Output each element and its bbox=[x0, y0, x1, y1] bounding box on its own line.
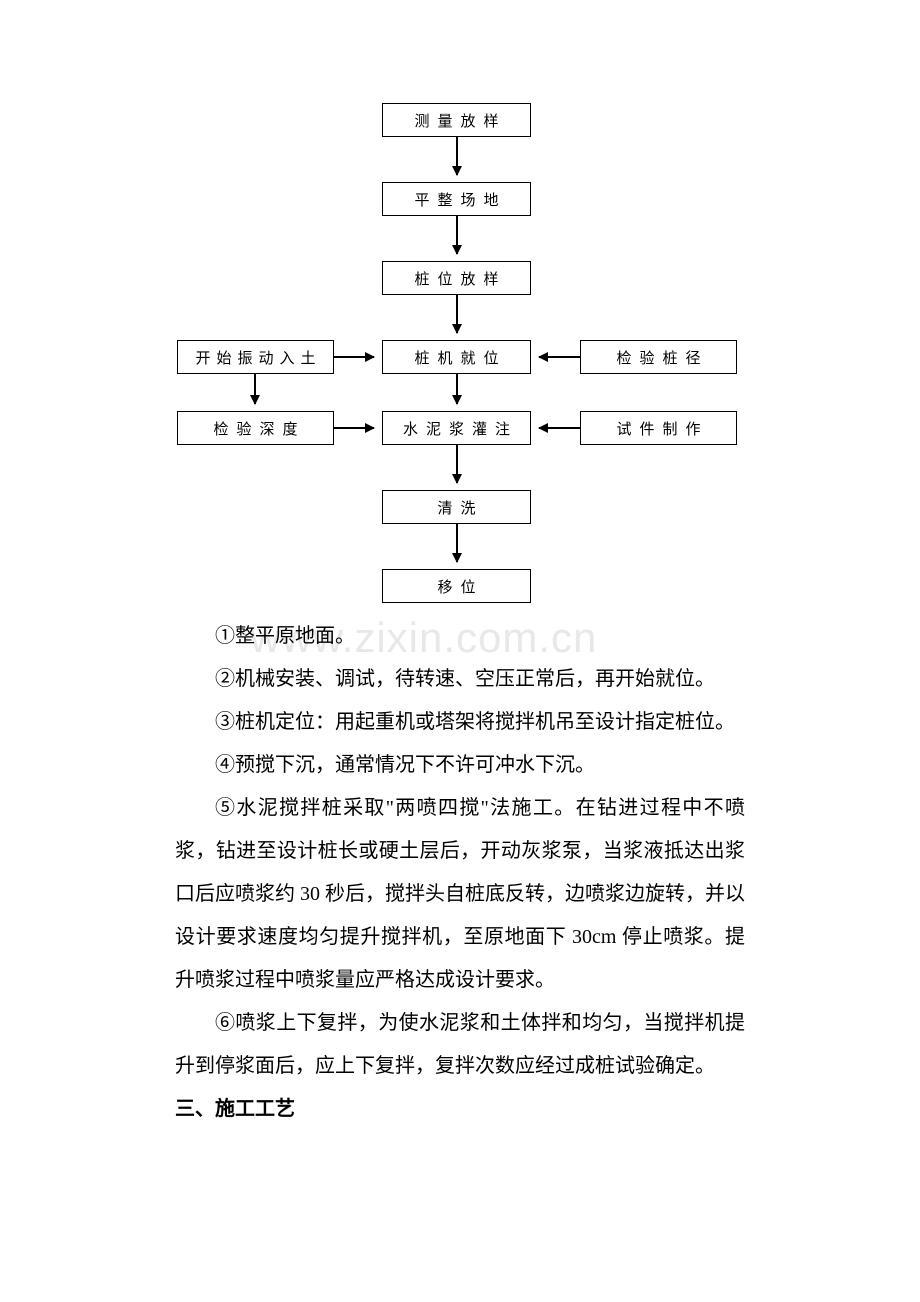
paragraph-3: ③桩机定位：用起重机或塔架将搅拌机吊至设计指定桩位。 bbox=[175, 701, 745, 744]
arrow-v2 bbox=[456, 216, 458, 254]
arrow-l1-down bbox=[254, 374, 256, 404]
arrow-v4 bbox=[456, 374, 458, 404]
node-label: 开始振动入土 bbox=[195, 347, 321, 368]
section-heading: 三、施工工艺 bbox=[175, 1088, 745, 1131]
arrow-l2-right bbox=[334, 427, 374, 429]
arrow-v3 bbox=[456, 295, 458, 333]
arrow-v1 bbox=[456, 137, 458, 175]
node-label: 水泥浆灌注 bbox=[403, 418, 518, 439]
paragraph-4: ④预搅下沉，通常情况下不许可冲水下沉。 bbox=[175, 744, 745, 787]
node-label: 平整场地 bbox=[414, 189, 506, 210]
node-label: 检验深度 bbox=[213, 418, 305, 439]
node-vibrate: 开始振动入土 bbox=[177, 340, 334, 374]
node-reposition: 移位 bbox=[382, 569, 531, 603]
arrow-r2-left bbox=[539, 427, 580, 429]
node-depth-check: 检验深度 bbox=[177, 411, 334, 445]
arrow-l1-right bbox=[334, 356, 374, 358]
arrow-v5 bbox=[456, 445, 458, 483]
paragraph-2: ②机械安装、调试，待转速、空压正常后，再开始就位。 bbox=[175, 658, 745, 701]
node-clean: 清洗 bbox=[382, 490, 531, 524]
node-label: 试件制作 bbox=[616, 418, 708, 439]
node-diameter-check: 检验桩径 bbox=[580, 340, 737, 374]
node-machine-pos: 桩机就位 bbox=[382, 340, 531, 374]
node-level: 平整场地 bbox=[382, 182, 531, 216]
arrow-r1-left bbox=[539, 356, 580, 358]
node-label: 桩位放样 bbox=[414, 268, 506, 289]
flowchart-container: 测量放样 平整场地 桩位放样 桩机就位 水泥浆灌注 清洗 移位 开始振动入土 检… bbox=[0, 0, 920, 615]
node-label: 清洗 bbox=[437, 497, 483, 518]
node-cement-inject: 水泥浆灌注 bbox=[382, 411, 531, 445]
document-content: ①整平原地面。 ②机械安装、调试，待转速、空压正常后，再开始就位。 ③桩机定位：… bbox=[0, 615, 920, 1131]
node-label: 桩机就位 bbox=[414, 347, 506, 368]
node-specimen: 试件制作 bbox=[580, 411, 737, 445]
paragraph-1: ①整平原地面。 bbox=[175, 615, 745, 658]
node-measure: 测量放样 bbox=[382, 103, 531, 137]
arrow-v6 bbox=[456, 524, 458, 562]
node-pile-stake: 桩位放样 bbox=[382, 261, 531, 295]
node-label: 检验桩径 bbox=[616, 347, 708, 368]
paragraph-5: ⑤水泥搅拌桩采取"两喷四搅"法施工。在钻进过程中不喷浆，钻进至设计桩长或硬土层后… bbox=[175, 787, 745, 1002]
paragraph-6: ⑥喷浆上下复拌，为使水泥浆和土体拌和均匀，当搅拌机提升到停浆面后，应上下复拌，复… bbox=[175, 1002, 745, 1088]
node-label: 测量放样 bbox=[414, 110, 506, 131]
node-label: 移位 bbox=[437, 576, 483, 597]
